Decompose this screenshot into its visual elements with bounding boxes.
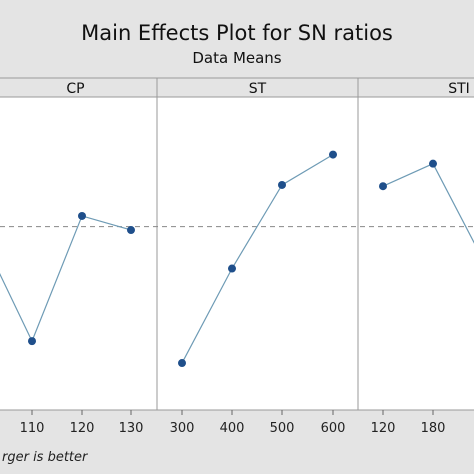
tick-label-sti-120: 120 [371,421,396,436]
data-point-cp-4 [127,226,135,235]
panels-group: CPSTSTI1101201303004005006001201802 [0,77,474,436]
panel-label-st: ST [249,81,267,97]
chart-title: Main Effects Plot for SN ratios [81,21,393,45]
series-line-st [181,154,334,364]
data-point-cp-3 [78,211,86,220]
data-point-sti-2 [429,159,437,168]
data-point-st-1 [178,359,186,368]
tick-label-st-400: 400 [220,421,245,436]
panel-plot-st [156,96,359,411]
tick-label-st-300: 300 [170,421,195,436]
tick-label-cp-120: 120 [70,421,95,436]
data-point-cp-2 [28,337,36,346]
chart-subtitle: Data Means [192,49,281,67]
data-point-st-3 [278,180,286,189]
panel-plot-cp [0,96,158,411]
footnote: rger is better [2,450,89,465]
tick-label-cp-110: 110 [20,421,45,436]
tick-label-cp-130: 130 [119,421,144,436]
data-point-st-2 [228,264,236,273]
panel-plot-sti [357,96,474,411]
panel-label-sti: STI [448,81,470,97]
data-point-sti-1 [379,182,387,191]
tick-label-st-600: 600 [321,421,346,436]
series-line-cp [0,215,132,343]
data-point-st-4 [329,150,337,159]
tick-label-st-500: 500 [270,421,295,436]
tick-label-sti-180: 180 [421,421,446,436]
panel-label-cp: CP [66,81,84,97]
